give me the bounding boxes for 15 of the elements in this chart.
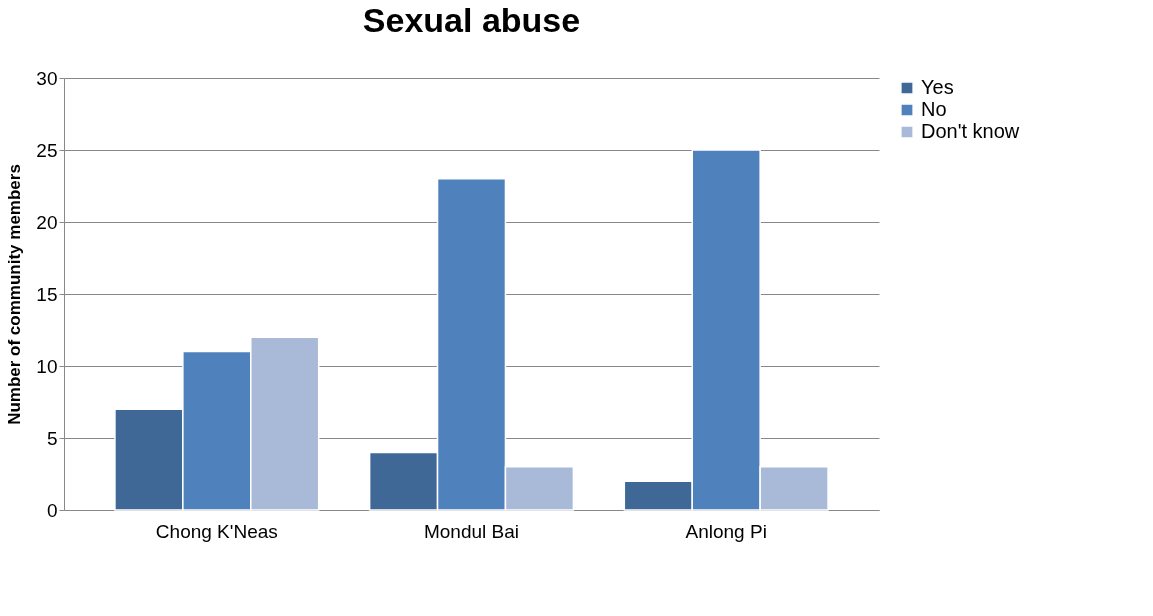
chart-title: Sexual abuse	[362, 1, 581, 39]
legend-label: No	[921, 98, 947, 120]
legend-label: Yes	[921, 76, 954, 98]
y-tick-label: 25	[36, 139, 58, 161]
y-tick-label: 30	[36, 67, 58, 89]
x-tick-label: Anlong Pi	[685, 520, 767, 542]
legend-label: Don't know	[921, 120, 1020, 142]
y-tick-label: 10	[36, 355, 58, 377]
y-axis-title: Number of community members	[5, 164, 25, 425]
x-tick-label: Mondul Bai	[423, 520, 520, 542]
y-tick-label: 0	[46, 499, 58, 521]
y-tick-label: 15	[36, 283, 58, 305]
y-tick-label: 5	[46, 427, 58, 449]
x-tick-label: Chong K'Neas	[155, 520, 278, 542]
y-tick-label: 20	[36, 211, 58, 233]
